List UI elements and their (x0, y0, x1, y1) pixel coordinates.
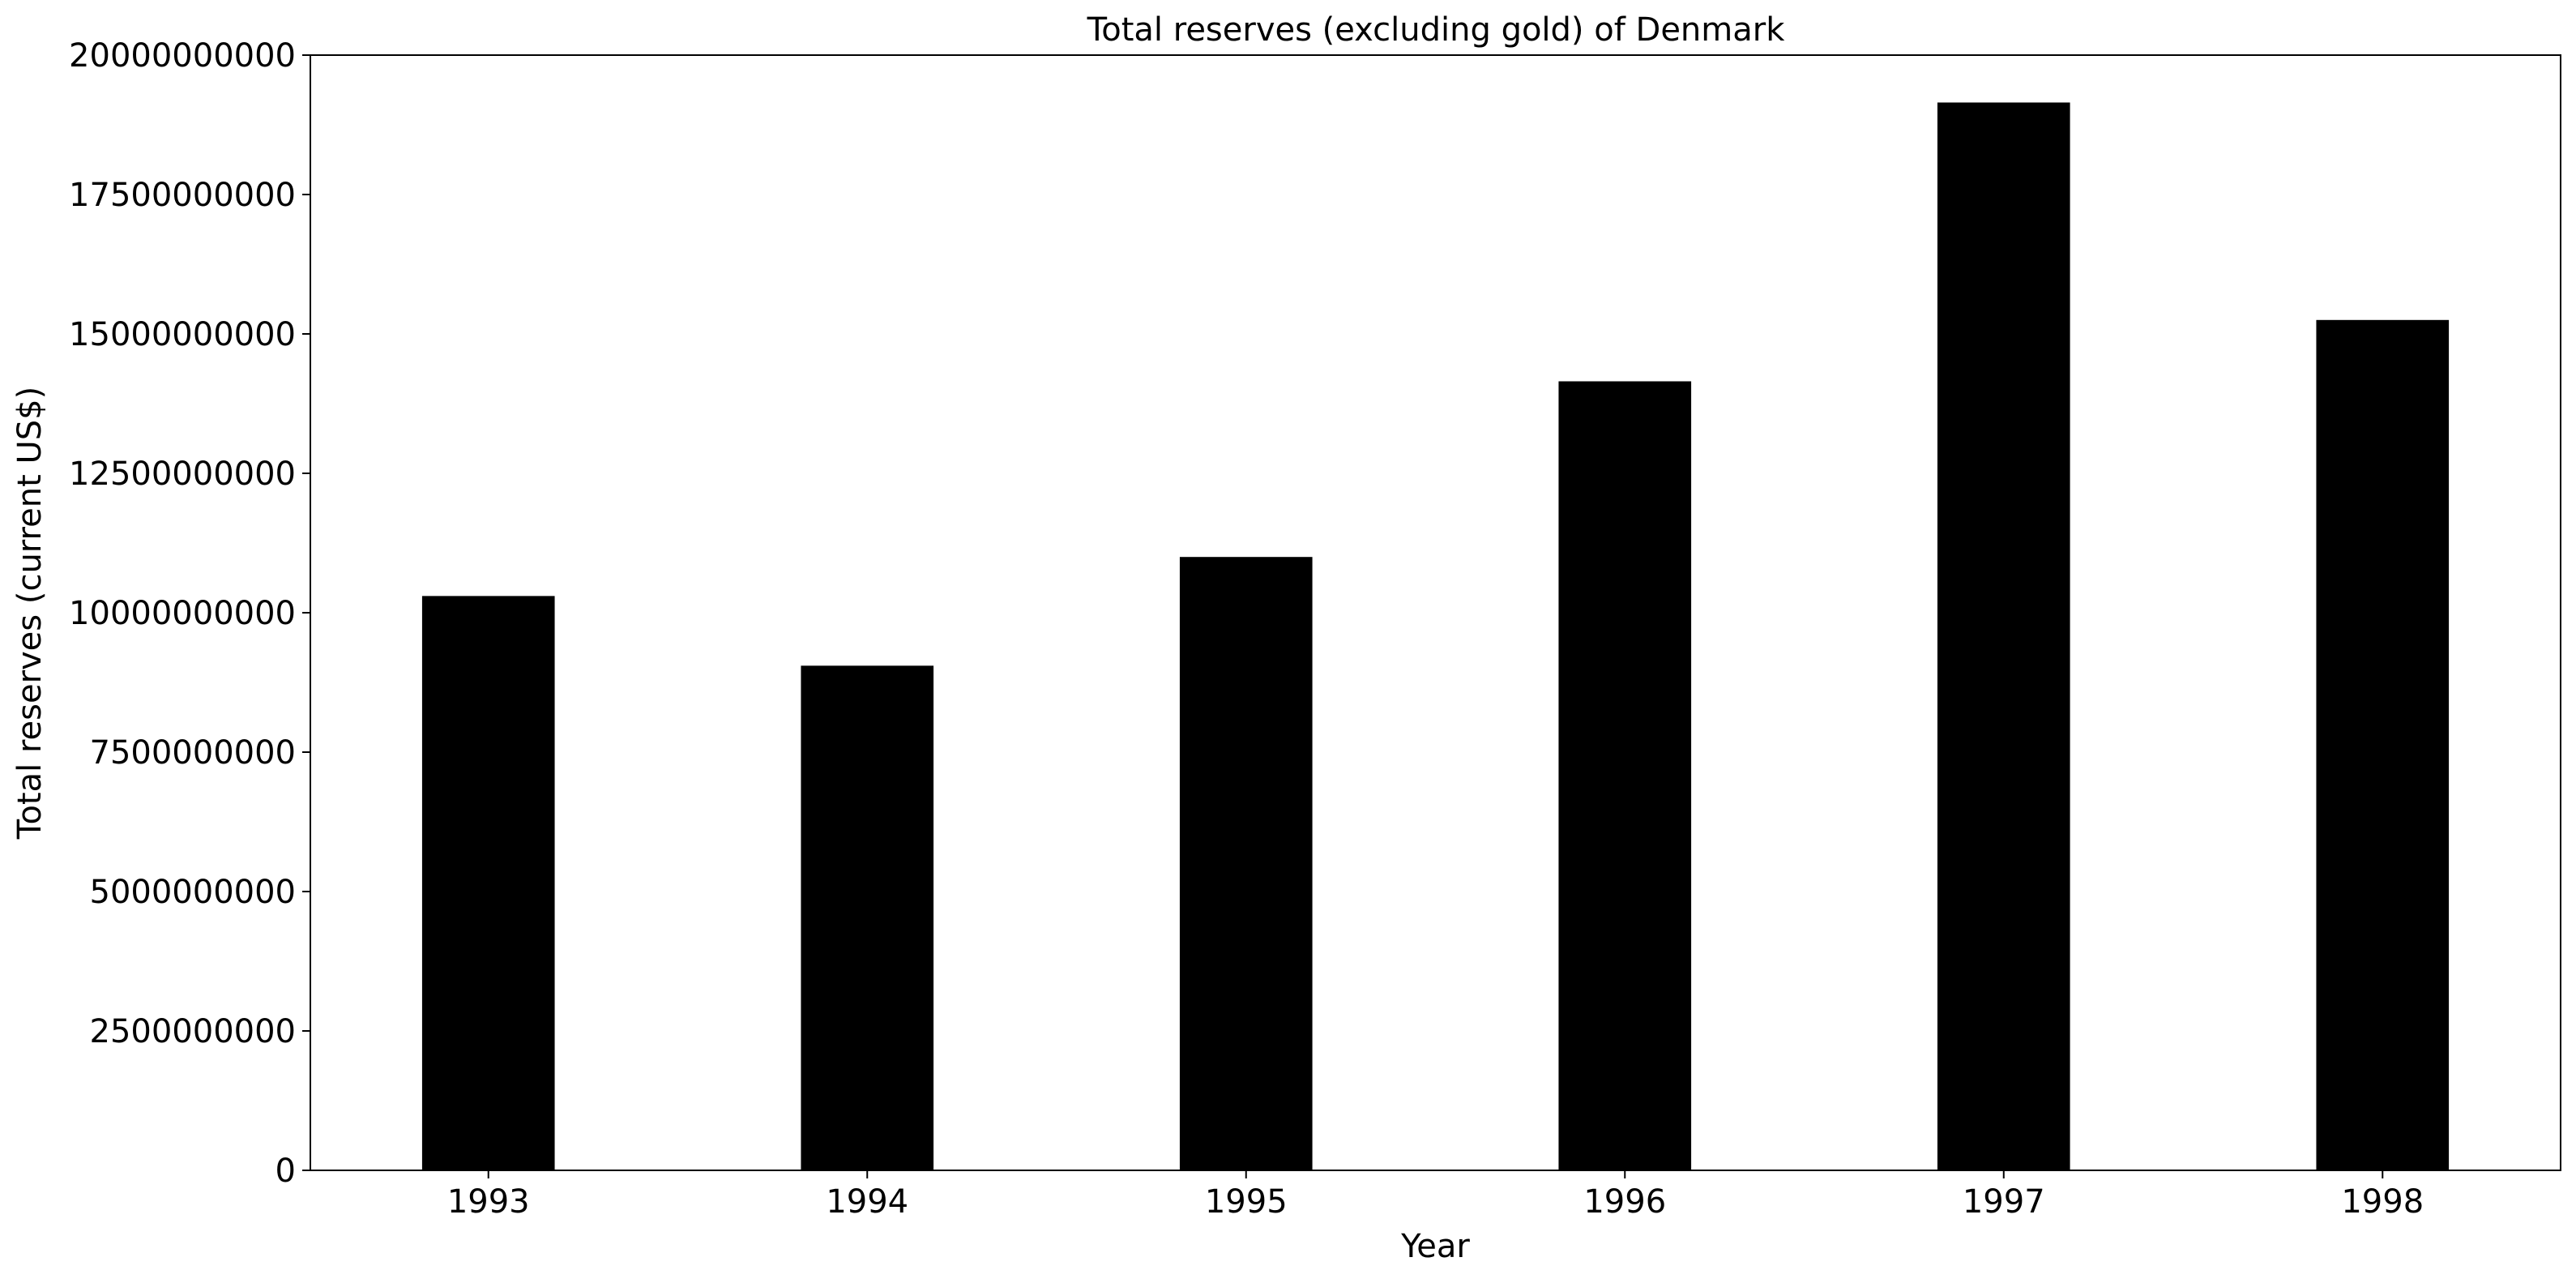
y-axis-ticks: 0 2500000000 5000000000 7500000000 100000000… (69, 37, 310, 1190)
y-tick-label: 12500000000 (69, 455, 296, 493)
y-tick-label: 20000000000 (69, 37, 296, 75)
y-tick-label: 7500000000 (90, 734, 297, 772)
x-tick-label-1993: 1993 (447, 1183, 530, 1221)
bars-layer (421, 102, 2450, 1171)
y-axis-label: Total reserves (current US$) (11, 387, 49, 840)
bar-1996 (1558, 381, 1692, 1171)
y-tick-label: 2500000000 (90, 1013, 297, 1050)
bar-1998 (2316, 319, 2450, 1170)
x-axis-label: Year (1400, 1228, 1470, 1265)
bar-1997 (1937, 102, 2070, 1171)
y-tick-label: 5000000000 (90, 874, 297, 911)
y-tick-label: 15000000000 (69, 316, 296, 353)
x-tick-label-1998: 1998 (2341, 1183, 2424, 1221)
y-tick-label: 10000000000 (69, 595, 296, 632)
x-tick-label-1996: 1996 (1583, 1183, 1666, 1221)
plot-frame (310, 54, 2561, 1171)
chart-title: Total reserves (excluding gold) of Denma… (1087, 11, 1786, 49)
x-axis-ticks: 1993 1994 1995 1996 1997 1998 (447, 1170, 2424, 1221)
bar-1994 (801, 665, 934, 1170)
bar-1995 (1179, 557, 1313, 1170)
x-tick-label-1994: 1994 (826, 1183, 908, 1221)
x-tick-label-1995: 1995 (1205, 1183, 1288, 1221)
y-tick-label: 17500000000 (69, 177, 296, 214)
bar-1993 (421, 596, 555, 1170)
x-tick-label-1997: 1997 (1963, 1183, 2045, 1221)
y-tick-label: 0 (276, 1153, 296, 1190)
